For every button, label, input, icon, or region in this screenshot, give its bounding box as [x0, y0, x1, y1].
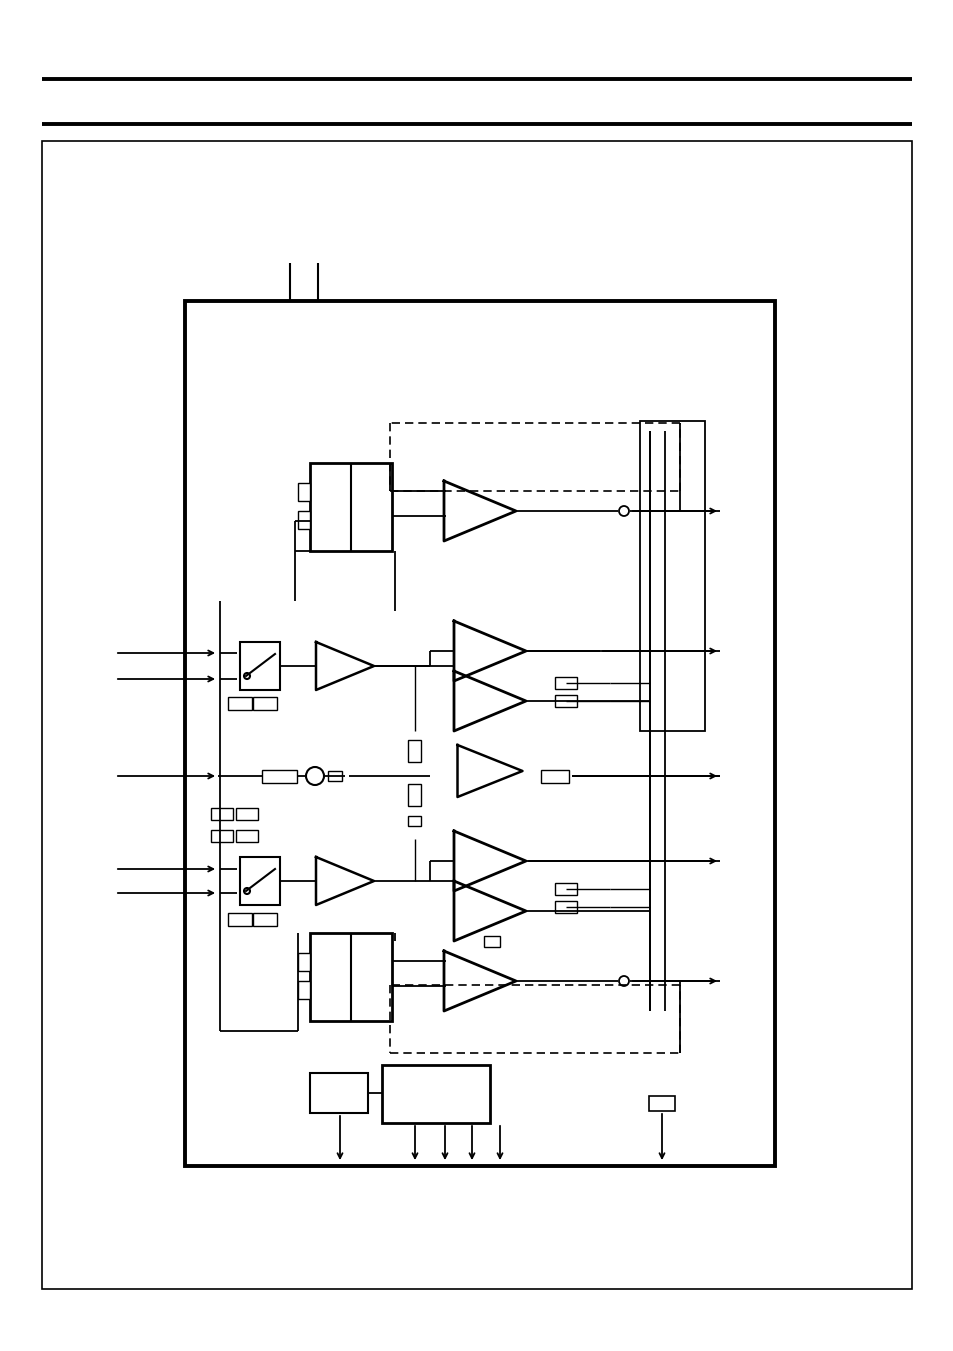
Bar: [211, 830, 233, 842]
Bar: [253, 912, 276, 925]
Bar: [185, 301, 774, 1166]
Bar: [555, 884, 577, 894]
Bar: [483, 935, 499, 947]
Bar: [240, 857, 280, 905]
Bar: [235, 830, 257, 842]
Bar: [310, 463, 392, 551]
Bar: [235, 808, 257, 820]
Bar: [555, 677, 577, 689]
Bar: [555, 694, 577, 707]
Bar: [228, 697, 252, 709]
Bar: [408, 784, 421, 807]
Bar: [228, 912, 252, 925]
Bar: [408, 816, 421, 825]
Bar: [262, 770, 297, 782]
Bar: [310, 934, 392, 1021]
Bar: [328, 771, 341, 781]
Bar: [310, 1073, 368, 1113]
Bar: [297, 981, 310, 998]
Bar: [297, 952, 310, 971]
Bar: [297, 511, 310, 530]
Bar: [297, 484, 310, 501]
Bar: [42, 141, 911, 1289]
Bar: [648, 1096, 675, 1111]
Bar: [639, 422, 704, 731]
Bar: [540, 770, 568, 782]
Bar: [253, 697, 276, 709]
Bar: [555, 901, 577, 913]
Bar: [408, 740, 421, 762]
Bar: [381, 1065, 490, 1123]
Bar: [211, 808, 233, 820]
Bar: [240, 642, 280, 690]
